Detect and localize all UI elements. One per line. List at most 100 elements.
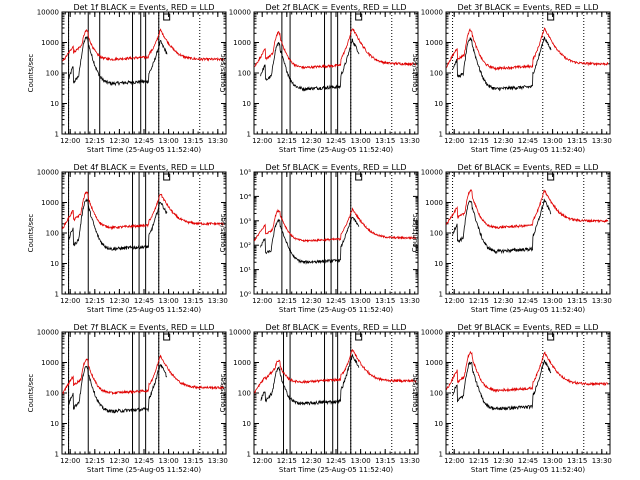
y-tick-label: 100	[46, 230, 59, 238]
x-tick-label: 12:15	[85, 137, 105, 145]
x-axis-label: Start Time (25-Aug-05 11:52:40)	[279, 306, 393, 314]
y-tick-label: 1000	[41, 199, 59, 207]
legend-box	[355, 13, 363, 21]
x-tick-label: 12:00	[252, 137, 272, 145]
y-tick-label: 10	[434, 420, 443, 428]
panel-title: Det 5f BLACK = Events, RED = LLD	[265, 163, 406, 172]
x-tick-label: 12:15	[469, 137, 489, 145]
x-tick-label: 12:45	[326, 297, 346, 305]
series-red-lld	[254, 28, 417, 70]
x-tick-label: 12:15	[85, 297, 105, 305]
x-tick-label: 13:15	[183, 457, 203, 465]
x-axis-label: Start Time (25-Aug-05 11:52:40)	[87, 146, 201, 154]
x-tick-label: 13:30	[592, 457, 612, 465]
panel-title: Det 1f BLACK = Events, RED = LLD	[73, 3, 214, 12]
y-tick-label: 1	[55, 451, 59, 459]
y-tick-label: 100	[46, 70, 59, 78]
y-tick-label: 1	[55, 291, 59, 299]
legend-box	[547, 333, 555, 341]
y-tick-label: 1000	[41, 359, 59, 367]
y-tick-label: 100	[238, 70, 251, 78]
y-axis-label: Counts/sec	[219, 214, 227, 253]
y-tick-label: 10	[50, 260, 59, 268]
y-axis-label: Counts/sec	[27, 374, 35, 413]
panel-det-3f: Det 3f BLACK = Events, RED = LLD 1 10 100 10…	[411, 3, 612, 154]
axes-frame	[253, 331, 419, 455]
y-tick-label: 10000	[37, 169, 59, 177]
x-tick-label: 12:00	[444, 457, 464, 465]
x-tick-label: 12:00	[444, 137, 464, 145]
axes-frame	[61, 331, 227, 455]
x-tick-label: 13:30	[400, 137, 420, 145]
x-tick-label: 12:30	[109, 457, 129, 465]
legend-box	[163, 13, 171, 21]
legend-box	[547, 173, 555, 181]
y-tick-label: 10²	[239, 242, 251, 250]
series-black-events	[68, 198, 168, 252]
y-tick-label: 100	[238, 390, 251, 398]
y-axis-label: Counts/sec	[219, 374, 227, 413]
y-tick-label: 100	[430, 390, 443, 398]
x-tick-label: 13:15	[375, 137, 395, 145]
y-tick-label: 10000	[37, 329, 59, 337]
x-tick-label: 12:30	[493, 457, 513, 465]
legend-box	[355, 333, 363, 341]
y-tick-label: 10	[434, 260, 443, 268]
y-tick-label: 10⁰	[239, 291, 251, 299]
series-black-events	[68, 35, 168, 87]
x-tick-label: 13:15	[567, 297, 587, 305]
panel-title: Det 3f BLACK = Events, RED = LLD	[457, 3, 598, 12]
y-tick-label: 1	[247, 451, 251, 459]
y-tick-label: 10000	[421, 329, 443, 337]
legend-box	[547, 13, 555, 21]
x-tick-label: 13:15	[183, 297, 203, 305]
series-red-lld	[62, 28, 225, 62]
panel-det-8f: Det 8f BLACK = Events, RED = LLD 1 10 100 10…	[219, 323, 420, 474]
x-tick-label: 12:00	[444, 297, 464, 305]
panel-title: Det 8f BLACK = Events, RED = LLD	[265, 323, 406, 332]
series-red-lld	[62, 191, 225, 231]
series-black-events	[68, 364, 168, 414]
x-axis-label: Start Time (25-Aug-05 11:52:40)	[471, 306, 585, 314]
panel-title: Det 9f BLACK = Events, RED = LLD	[457, 323, 598, 332]
x-tick-label: 13:15	[375, 297, 395, 305]
y-tick-label: 1	[55, 131, 59, 139]
legend-box	[163, 173, 171, 181]
y-tick-label: 10000	[229, 329, 251, 337]
y-axis-label: Counts/sec	[411, 374, 419, 413]
panel-title: Det 6f BLACK = Events, RED = LLD	[457, 163, 598, 172]
legend-box	[163, 333, 171, 341]
x-tick-label: 12:45	[134, 457, 154, 465]
y-tick-label: 100	[430, 70, 443, 78]
y-axis-label: Counts/sec	[27, 54, 35, 93]
x-tick-label: 12:15	[277, 137, 297, 145]
series-black-events	[260, 216, 360, 265]
y-tick-label: 1000	[425, 199, 443, 207]
series-black-events	[452, 359, 552, 411]
x-tick-label: 13:30	[592, 137, 612, 145]
x-tick-label: 13:15	[567, 457, 587, 465]
x-tick-label: 12:30	[493, 297, 513, 305]
y-tick-label: 1	[439, 291, 443, 299]
x-tick-label: 13:00	[159, 297, 179, 305]
x-tick-label: 13:30	[208, 297, 228, 305]
x-axis-label: Start Time (25-Aug-05 11:52:40)	[279, 146, 393, 154]
x-tick-label: 12:45	[134, 137, 154, 145]
y-tick-label: 10000	[421, 169, 443, 177]
axes-frame	[61, 171, 227, 295]
panel-det-5f: Det 5f BLACK = Events, RED = LLD 10⁰ 10¹ 10…	[219, 163, 420, 314]
y-tick-label: 10000	[229, 9, 251, 17]
x-tick-label: 13:00	[543, 137, 563, 145]
x-tick-label: 12:00	[252, 457, 272, 465]
y-tick-label: 100	[430, 230, 443, 238]
y-axis-label: Counts/sec	[27, 214, 35, 253]
x-tick-label: 12:00	[60, 297, 80, 305]
y-tick-label: 10	[50, 420, 59, 428]
x-axis-label: Start Time (25-Aug-05 11:52:40)	[87, 466, 201, 474]
x-tick-label: 12:15	[469, 297, 489, 305]
x-tick-label: 12:15	[277, 457, 297, 465]
x-tick-label: 12:00	[60, 457, 80, 465]
y-axis-label: Counts/sec	[411, 54, 419, 93]
y-tick-label: 1000	[233, 39, 251, 47]
